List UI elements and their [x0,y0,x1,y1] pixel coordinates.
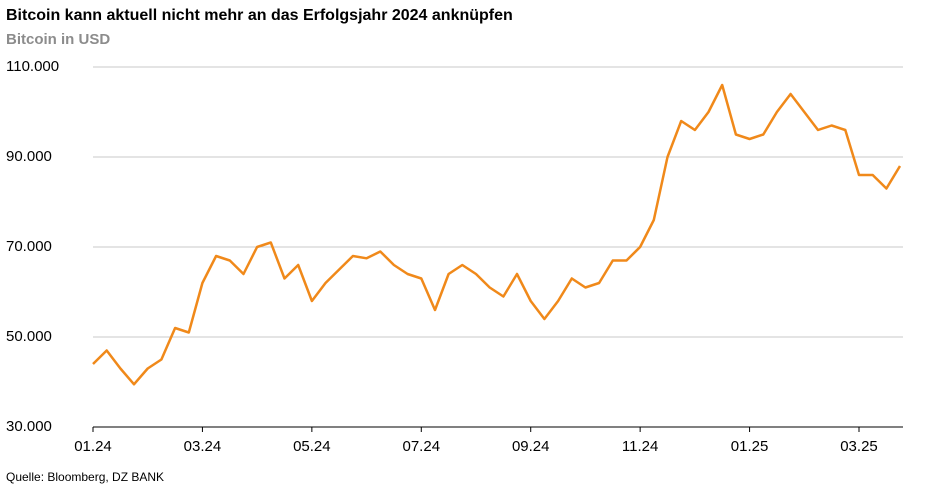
source-note: Quelle: Bloomberg, DZ BANK [6,470,164,484]
x-tick-label: 09.24 [512,438,550,455]
x-tick-label: 11.24 [622,438,658,455]
y-tick-label: 70.000 [6,238,52,255]
y-tick-label: 30.000 [6,418,52,435]
x-tick-label: 01.24 [74,438,112,455]
y-tick-label: 50.000 [6,328,52,345]
x-tick-label: 03.24 [184,438,222,455]
x-tick-label: 03.25 [840,438,878,455]
chart-subtitle: Bitcoin in USD [6,31,110,48]
chart-title: Bitcoin kann aktuell nicht mehr an das E… [6,7,513,24]
x-tick-label: 07.24 [403,438,441,455]
y-tick-label: 110.000 [6,58,59,75]
x-tick-label: 01.25 [731,438,769,455]
x-tick-label: 05.24 [293,438,331,455]
price-line [92,83,902,386]
y-tick-label: 90.000 [6,148,52,165]
